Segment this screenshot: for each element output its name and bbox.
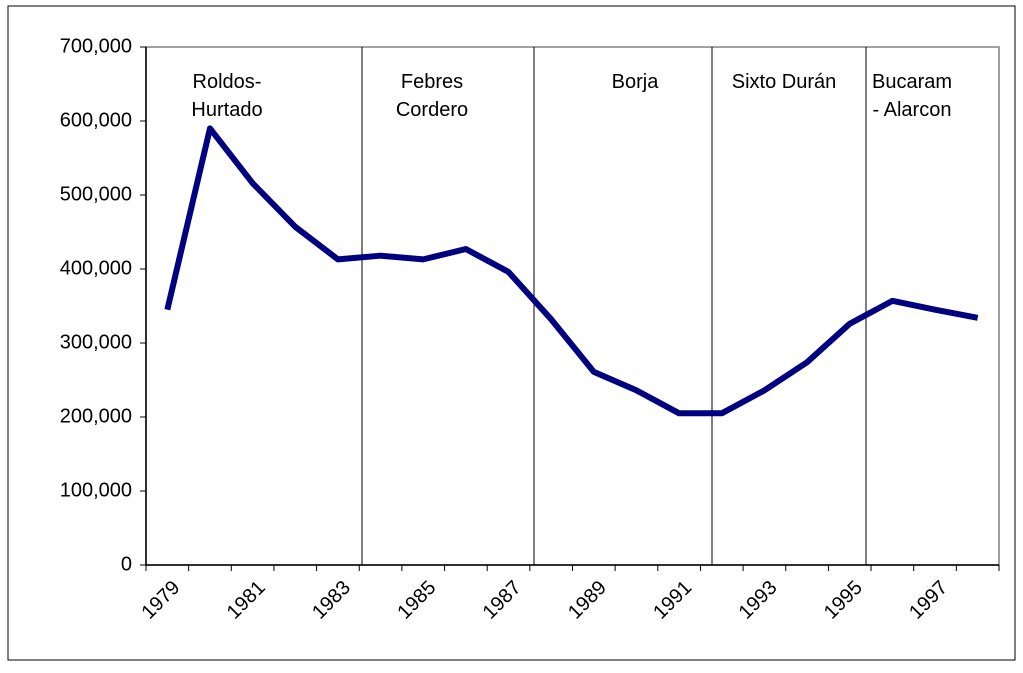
chart-frame: [7, 5, 1016, 661]
period-label: Bucaram: [872, 71, 952, 93]
y-tick-label: 0: [121, 553, 132, 575]
period-label: Roldos-: [193, 71, 262, 93]
period-label: Cordero: [396, 99, 468, 121]
y-tick-label: 200,000: [60, 405, 132, 427]
data-line: [164, 125, 979, 417]
y-tick-label: 100,000: [60, 479, 132, 501]
y-tick-label: 600,000: [60, 109, 132, 131]
period-label: Borja: [612, 71, 660, 93]
y-tick-label: 300,000: [60, 331, 132, 353]
y-tick-label: 400,000: [60, 257, 132, 279]
y-tick-label: 500,000: [60, 183, 132, 205]
period-label: - Alarcon: [873, 99, 952, 121]
period-label: Hurtado: [191, 99, 262, 121]
period-label: Febres: [401, 71, 463, 93]
y-tick-label: 700,000: [60, 35, 132, 57]
period-label: Sixto Durán: [732, 71, 837, 93]
